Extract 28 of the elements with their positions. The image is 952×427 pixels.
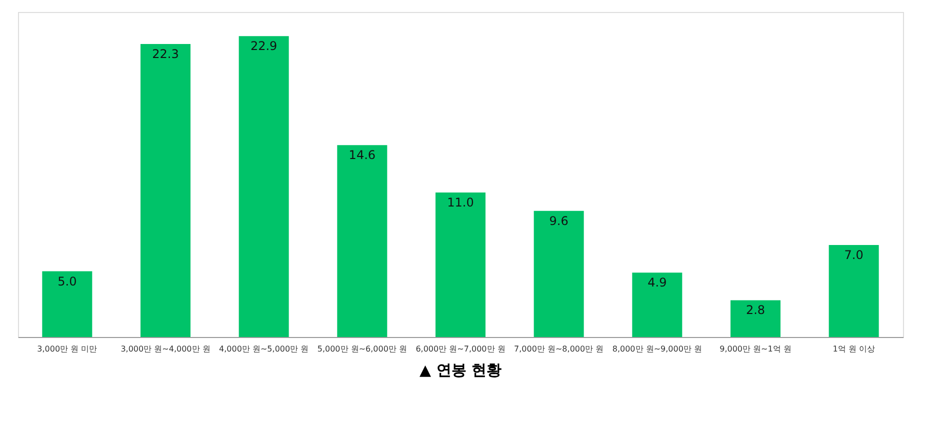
data-label: 4.9: [648, 276, 667, 290]
data-label: 9.6: [549, 214, 568, 228]
bar: [140, 44, 190, 337]
bar: [828, 245, 879, 337]
bar: [42, 271, 92, 337]
x-tick-label: 4,000만 원~5,000만 원: [219, 344, 309, 354]
bar: [238, 36, 289, 337]
x-tick-label: 3,000만 원 미만: [37, 344, 98, 354]
x-tick-label: 3,000만 원~4,000만 원: [120, 344, 210, 354]
x-tick-label: 9,000만 원~1억 원: [720, 344, 792, 354]
data-label: 14.6: [348, 148, 376, 162]
bar: [534, 210, 584, 337]
data-label: 5.0: [58, 274, 77, 288]
data-label: 2.8: [746, 303, 766, 318]
data-label: 22.9: [250, 39, 278, 54]
x-tick-label: 6,000만 원~7,000만 원: [416, 344, 506, 354]
bar: [730, 300, 780, 337]
bar: [337, 145, 388, 337]
data-label: 22.3: [152, 46, 179, 61]
data-label: 7.0: [844, 248, 864, 262]
x-tick-label: 5,000만 원~6,000만 원: [317, 344, 407, 354]
bar: [436, 192, 486, 337]
x-tick-label: 7,000만 원~8,000만 원: [514, 344, 604, 354]
x-tick-label: 1억 원 이상: [832, 344, 875, 354]
text: ▲ 연봉 현황: [420, 361, 502, 379]
bar: [632, 272, 682, 337]
x-tick-label: 8,000만 원~9,000만 원: [612, 344, 702, 354]
data-label: 11.0: [447, 195, 474, 210]
